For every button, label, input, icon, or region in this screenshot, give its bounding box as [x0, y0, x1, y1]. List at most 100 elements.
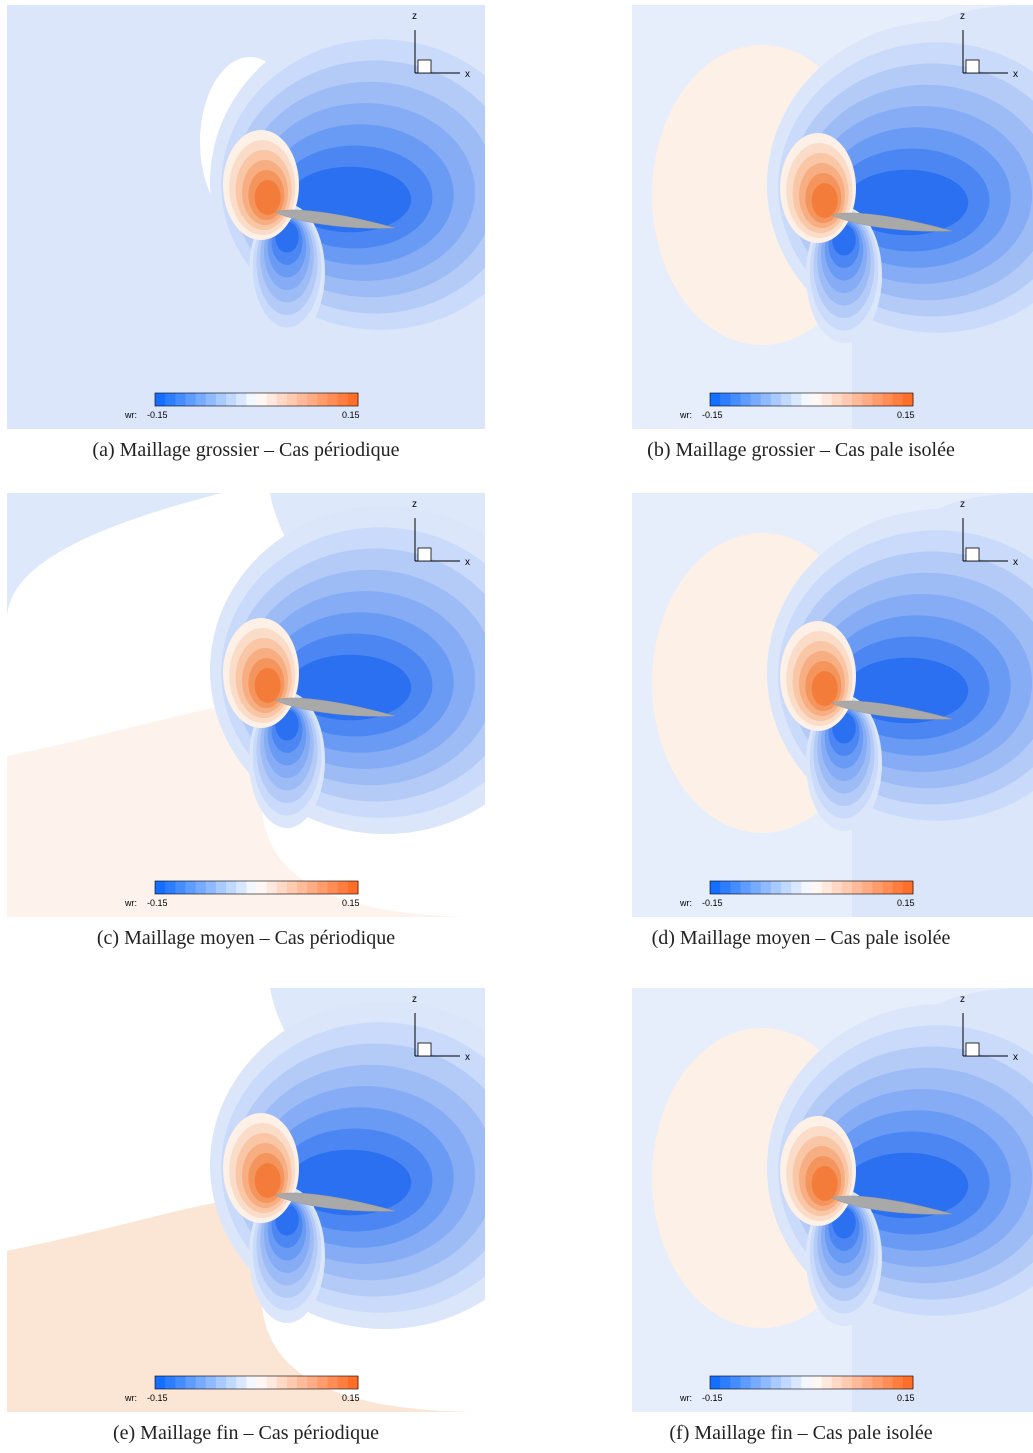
colorbar-cell: [821, 1376, 833, 1389]
colorbar-cell: [791, 393, 802, 406]
caption: (f) Maillage fin – Cas pale isolée: [669, 1422, 933, 1444]
colorbar-cell: [205, 1376, 217, 1389]
colorbar-cell: [831, 393, 843, 406]
colorbar-min: -0.15: [702, 898, 723, 908]
caption: (c) Maillage moyen – Cas périodique: [96, 927, 396, 949]
colorbar-cell: [862, 393, 873, 406]
colorbar-min: -0.15: [702, 410, 723, 420]
colorbar-cell: [307, 1376, 318, 1389]
axis-box: [965, 1042, 980, 1057]
colorbar-cell: [730, 1376, 741, 1389]
colorbar-cell: [710, 393, 721, 406]
colorbar-cell: [781, 881, 792, 894]
colorbar-cell: [862, 881, 873, 894]
colorbar-cell: [276, 881, 288, 894]
colorbar-cell: [852, 393, 863, 406]
colorbar-cell: [760, 881, 772, 894]
axis-box: [417, 547, 432, 562]
colorbar-cell: [266, 881, 278, 894]
axis-label: x: [1013, 1052, 1018, 1063]
airfoil: [274, 697, 396, 717]
region: [7, 1195, 485, 1412]
colorbar-cell: [902, 1376, 914, 1389]
contour-plot: z x wr: -0.15 0.15: [632, 5, 1033, 429]
colorbar-cell: [185, 1376, 197, 1389]
colorbar-frame: [709, 1375, 914, 1390]
contour-plot: z x wr: -0.15 0.15: [7, 5, 485, 429]
colorbar-cell: [337, 1376, 349, 1389]
colorbar-cell: [307, 393, 318, 406]
colorbar-cell: [246, 881, 257, 894]
colorbar-label: wr:: [124, 898, 137, 908]
colorbar-cell: [337, 393, 349, 406]
colorbar-cell: [852, 1376, 863, 1389]
colorbar-max: 0.15: [897, 410, 915, 420]
colorbar-cell: [195, 393, 207, 406]
colorbar-cell: [195, 1376, 207, 1389]
colorbar-cell: [710, 1376, 721, 1389]
axis-label: z: [960, 499, 965, 510]
colorbar-cell: [801, 1376, 812, 1389]
colorbar-cell: [256, 393, 268, 406]
colorbar-cell: [236, 393, 247, 406]
caption: (a) Maillage grossier – Cas périodique: [92, 439, 400, 461]
contour: [254, 180, 281, 215]
colorbar-max: 0.15: [342, 1393, 360, 1403]
colorbar-cell: [246, 1376, 257, 1389]
colorbar-cell: [730, 881, 741, 894]
colorbar-max: 0.15: [342, 410, 360, 420]
colorbar-cell: [165, 1376, 176, 1389]
colorbar-cell: [226, 393, 237, 406]
colorbar-cell: [155, 881, 166, 894]
colorbar-cell: [831, 881, 843, 894]
colorbar-cell: [175, 881, 186, 894]
contour: [811, 671, 838, 706]
colorbar-frame: [709, 392, 914, 407]
colorbar-cell: [195, 881, 207, 894]
colorbar-cell: [215, 1376, 227, 1389]
colorbar-cell: [185, 393, 197, 406]
colorbar-cell: [165, 393, 176, 406]
colorbar-cell: [297, 1376, 308, 1389]
colorbar-cell: [902, 393, 914, 406]
colorbar-cell: [347, 393, 359, 406]
axis-label: x: [1013, 69, 1018, 80]
colorbar-max: 0.15: [897, 898, 915, 908]
colorbar-cell: [872, 393, 884, 406]
contour: [254, 668, 281, 703]
colorbar-cell: [720, 393, 731, 406]
colorbar-cell: [770, 393, 782, 406]
colorbar-label: wr:: [679, 898, 692, 908]
colorbar-cell: [286, 1376, 298, 1389]
colorbar-cell: [811, 393, 823, 406]
colorbar-cell: [276, 1376, 288, 1389]
colorbar-cell: [801, 393, 812, 406]
colorbar-cell: [770, 1376, 782, 1389]
colorbar-cell: [266, 1376, 278, 1389]
colorbar-cell: [902, 881, 914, 894]
axis-box: [417, 1042, 432, 1057]
colorbar-cell: [347, 1376, 359, 1389]
colorbar-cell: [801, 881, 812, 894]
axis-label: z: [412, 499, 417, 510]
colorbar-cell: [811, 1376, 823, 1389]
colorbar-cell: [710, 881, 721, 894]
colorbar-cell: [276, 393, 288, 406]
colorbar-cell: [317, 393, 329, 406]
colorbar-cell: [215, 393, 227, 406]
colorbar-cell: [256, 881, 268, 894]
caption: (e) Maillage fin – Cas périodique: [112, 1422, 380, 1444]
colorbar-cell: [831, 1376, 843, 1389]
colorbar-cell: [770, 881, 782, 894]
colorbar-cell: [750, 881, 762, 894]
caption: (b) Maillage grossier – Cas pale isolée: [647, 439, 955, 461]
colorbar-cell: [720, 1376, 731, 1389]
colorbar-cell: [286, 881, 298, 894]
colorbar-cell: [872, 881, 884, 894]
axis-label: x: [465, 69, 470, 80]
colorbar-cell: [740, 393, 752, 406]
colorbar-cell: [760, 393, 772, 406]
colorbar-label: wr:: [124, 410, 137, 420]
colorbar-cell: [750, 1376, 762, 1389]
colorbar-cell: [740, 1376, 752, 1389]
